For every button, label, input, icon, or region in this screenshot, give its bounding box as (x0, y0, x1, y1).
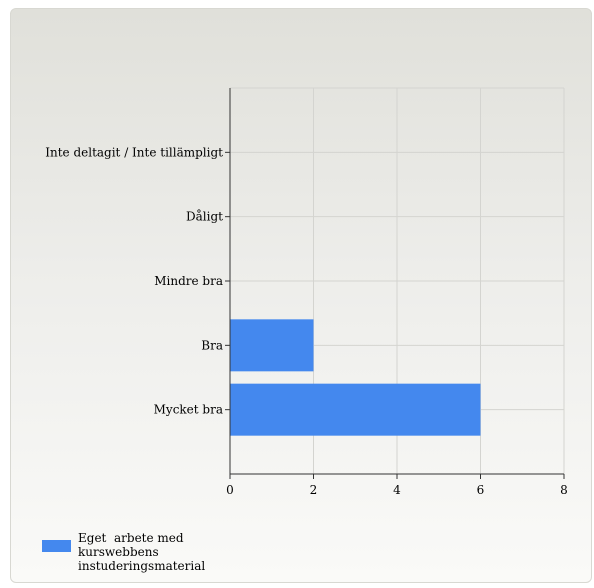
y-tick-label: Mycket bra (154, 403, 223, 417)
x-tick-label: 8 (560, 483, 568, 497)
legend-swatch (42, 540, 71, 552)
chart-panel (10, 8, 592, 583)
y-tick-label: Dåligt (186, 209, 223, 224)
x-tick-label: 2 (310, 483, 318, 497)
legend-label: Eget arbete med kurswebbens instuderings… (78, 531, 206, 573)
legend: Eget arbete med kurswebbens instuderings… (42, 531, 258, 573)
bar (230, 319, 314, 372)
y-tick-label: Inte deltagit / Inte tillämpligt (45, 145, 223, 159)
y-tick-label: Mindre bra (154, 274, 223, 288)
x-tick-label: 4 (393, 483, 401, 497)
y-tick-label: Bra (201, 338, 223, 352)
x-tick-label: 6 (477, 483, 485, 497)
bar (230, 383, 481, 436)
x-tick-label: 0 (226, 483, 234, 497)
